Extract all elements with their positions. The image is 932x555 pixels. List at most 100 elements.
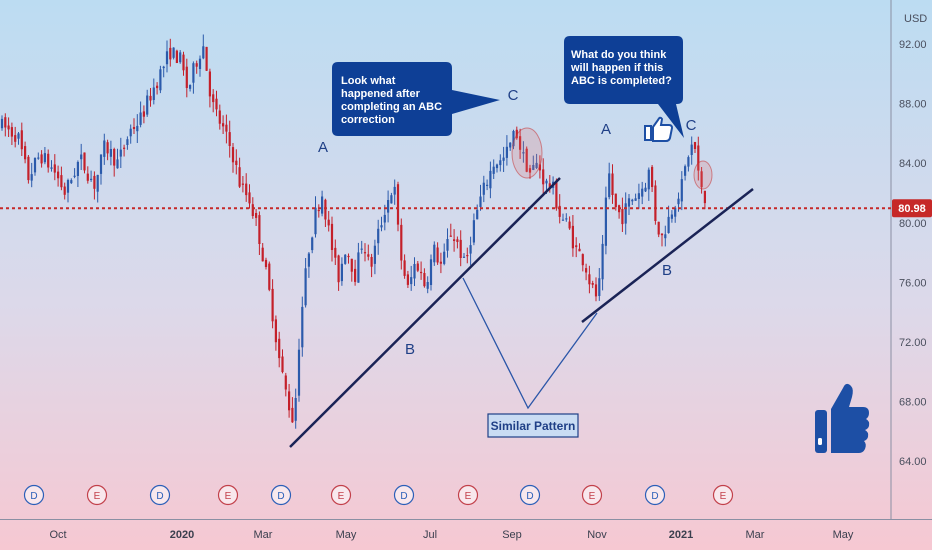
candle-body xyxy=(106,142,109,154)
candle-body xyxy=(542,169,545,185)
candle-body xyxy=(687,157,690,167)
candle-body xyxy=(291,407,294,423)
candle-body xyxy=(57,171,60,179)
candle-body xyxy=(558,205,561,217)
candle-body xyxy=(93,175,96,189)
candle-body xyxy=(377,228,380,244)
x-tick-label: May xyxy=(833,529,854,541)
last-price-tag-bg xyxy=(892,199,932,218)
candle-body xyxy=(528,168,532,173)
similar-pattern-label: Similar Pattern xyxy=(487,413,579,438)
event-marker-label: D xyxy=(277,491,284,502)
candle-body xyxy=(7,125,10,130)
candle-body xyxy=(222,123,225,127)
candle-body xyxy=(641,188,644,197)
candle-body xyxy=(60,175,63,188)
wave-label-a2: A xyxy=(601,121,611,138)
candle-body xyxy=(690,144,693,155)
x-axis-ticks: Oct 2020 Mar May Jul Sep Nov 2021 Mar May xyxy=(49,529,853,541)
candle-body xyxy=(387,200,390,213)
wave-label-c2: C xyxy=(686,117,697,134)
candle-body xyxy=(525,148,528,172)
candle-body xyxy=(225,124,228,132)
candle-body xyxy=(63,186,66,195)
event-marker-circle[interactable] xyxy=(581,484,603,506)
event-marker-circle[interactable] xyxy=(393,484,415,506)
thumbs-up-small-icon xyxy=(644,116,674,142)
event-marker-circle[interactable] xyxy=(330,484,352,506)
candle-body xyxy=(538,164,541,171)
candle-body xyxy=(182,54,185,71)
candle-body xyxy=(284,375,287,390)
event-marker-circle[interactable] xyxy=(149,484,171,506)
candle-body xyxy=(129,128,132,137)
candle-body xyxy=(261,247,264,262)
wave-label-b: B xyxy=(405,341,415,358)
candle-body xyxy=(70,180,73,184)
candle-body xyxy=(439,261,442,264)
candle-body xyxy=(142,111,145,117)
event-marker-circle[interactable] xyxy=(23,484,45,506)
callout-right-line-1: What do you think xyxy=(571,49,667,61)
event-marker-circle[interactable] xyxy=(86,484,108,506)
last-price-value: 80.98 xyxy=(898,203,926,215)
candle-body xyxy=(637,193,640,199)
event-marker-circle[interactable] xyxy=(712,484,734,506)
candle-body xyxy=(228,132,231,146)
x-tick-label: 2021 xyxy=(669,529,693,541)
candle-body xyxy=(459,239,462,258)
event-marker-circle[interactable] xyxy=(519,484,541,506)
candle-body xyxy=(396,184,400,225)
y-tick-label: 88.00 xyxy=(899,99,927,111)
candle-body xyxy=(644,187,647,192)
candle-body xyxy=(555,180,558,209)
candle-body xyxy=(304,268,307,306)
candle-body xyxy=(429,259,433,285)
candles xyxy=(0,34,706,429)
currency-label: USD xyxy=(904,13,927,25)
candle-body xyxy=(294,398,297,421)
candle-body xyxy=(149,95,152,101)
candle-body xyxy=(680,179,683,202)
event-marker-label: E xyxy=(465,491,472,502)
event-marker-circle[interactable] xyxy=(217,484,239,506)
candle-body xyxy=(132,127,136,129)
trendline-2020 xyxy=(289,177,561,448)
candle-body xyxy=(50,167,53,169)
candle-body xyxy=(684,166,687,176)
candle-body xyxy=(17,133,20,139)
y-axis-ticks: 92.00 88.00 84.00 80.00 76.00 72.00 68.00 64.00 xyxy=(899,39,927,468)
candle-body xyxy=(443,251,446,264)
candle-body xyxy=(258,215,261,244)
candle-body xyxy=(654,185,657,221)
candle-body xyxy=(165,51,169,65)
event-marker-circle[interactable] xyxy=(644,484,666,506)
candle-body xyxy=(90,178,93,180)
candle-body xyxy=(627,198,631,207)
candle-body xyxy=(611,173,614,195)
candle-body xyxy=(175,50,178,63)
callout-left-line-2: happened after xyxy=(341,88,421,100)
candle-body xyxy=(449,235,452,237)
candle-body xyxy=(274,319,277,343)
candle-body xyxy=(670,214,673,219)
candle-body xyxy=(162,66,165,69)
event-marker-circle[interactable] xyxy=(457,484,479,506)
candle-body xyxy=(697,145,700,171)
candle-body xyxy=(126,139,129,145)
candle-body xyxy=(156,85,159,89)
y-tick-label: 68.00 xyxy=(899,397,927,409)
y-tick-label: 72.00 xyxy=(899,337,927,349)
candle-body xyxy=(215,98,218,110)
wave-label-a: A xyxy=(318,139,328,156)
candle-body xyxy=(433,244,436,263)
callout-right-bubble xyxy=(564,36,684,138)
candle-body xyxy=(27,156,30,181)
candle-body xyxy=(472,220,475,243)
candle-body xyxy=(535,162,538,168)
candle-body xyxy=(634,198,637,201)
event-marker-circle[interactable] xyxy=(270,484,292,506)
candle-body xyxy=(519,136,522,150)
thumbs-up-large-icon xyxy=(815,383,870,453)
